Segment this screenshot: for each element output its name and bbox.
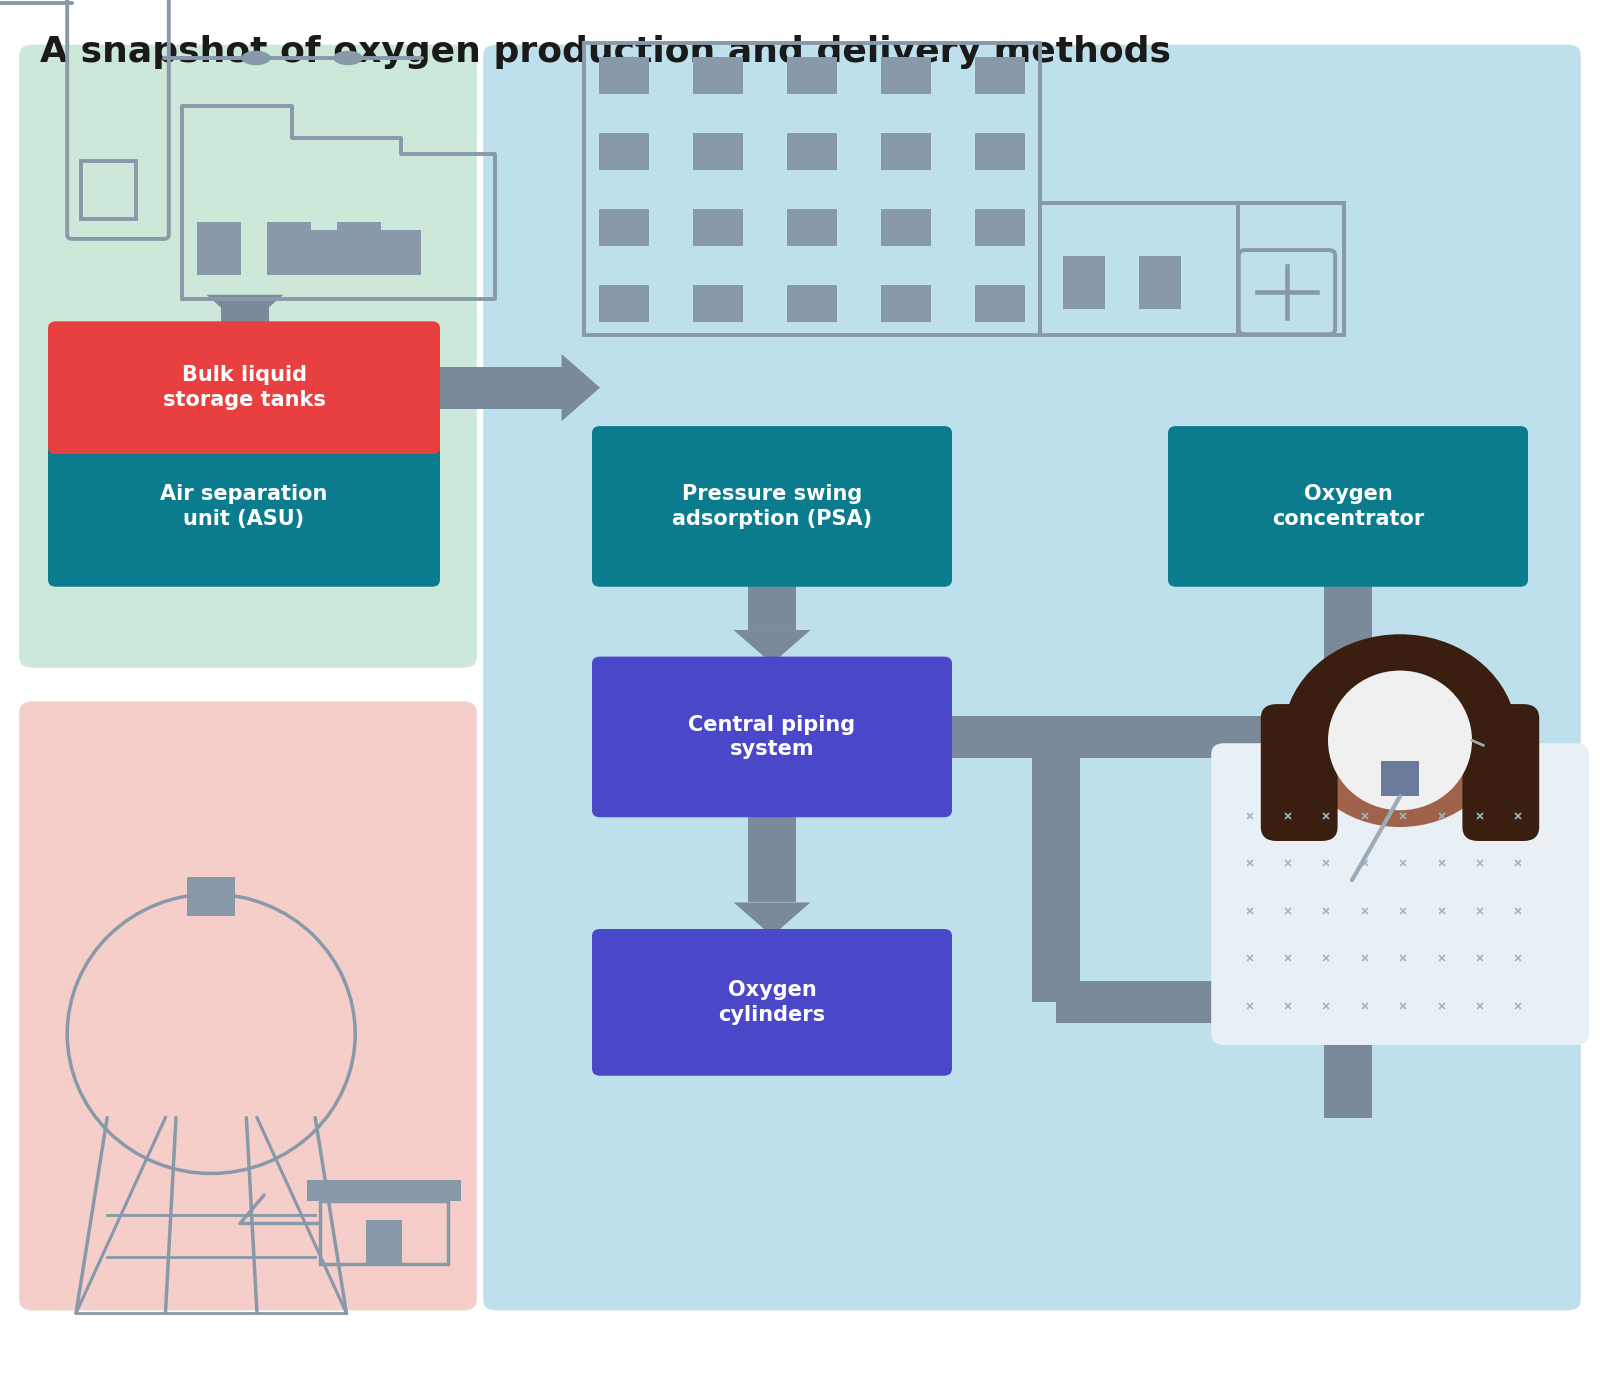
Bar — [880, 208, 931, 246]
Bar — [693, 285, 744, 323]
FancyBboxPatch shape — [19, 45, 477, 668]
Bar — [693, 133, 744, 170]
Polygon shape — [307, 1180, 461, 1201]
FancyBboxPatch shape — [1211, 743, 1589, 1045]
Bar — [787, 57, 837, 94]
Bar — [221, 295, 269, 328]
Ellipse shape — [242, 50, 270, 66]
FancyBboxPatch shape — [592, 929, 952, 1076]
Bar — [1368, 754, 1432, 803]
Circle shape — [1296, 645, 1504, 827]
Bar — [1040, 203, 1237, 335]
Ellipse shape — [1328, 671, 1472, 810]
Bar — [787, 133, 837, 170]
FancyBboxPatch shape — [48, 321, 440, 454]
Bar — [749, 810, 797, 902]
Bar — [880, 133, 931, 170]
Bar — [880, 285, 931, 323]
Bar — [974, 285, 1024, 323]
Polygon shape — [733, 902, 810, 936]
Text: Air separation
unit (ASU): Air separation unit (ASU) — [160, 483, 328, 529]
FancyBboxPatch shape — [48, 426, 440, 587]
Bar — [1062, 256, 1106, 309]
Bar — [1325, 580, 1373, 1118]
Text: A snapshot of oxygen production and delivery methods: A snapshot of oxygen production and deli… — [40, 35, 1171, 68]
Polygon shape — [733, 630, 810, 664]
Bar — [787, 285, 837, 323]
Bar — [787, 208, 837, 246]
Polygon shape — [1298, 704, 1336, 771]
Bar — [187, 877, 235, 916]
Bar — [1056, 717, 1298, 757]
FancyBboxPatch shape — [1261, 704, 1338, 841]
Bar — [432, 366, 562, 408]
FancyBboxPatch shape — [592, 657, 952, 817]
Bar — [584, 43, 1040, 335]
Bar — [307, 231, 350, 275]
Bar — [600, 285, 650, 323]
Bar — [82, 161, 136, 219]
Bar — [1139, 256, 1181, 309]
Bar — [1237, 203, 1344, 335]
Bar — [320, 1201, 448, 1264]
Bar — [267, 222, 310, 275]
Polygon shape — [562, 355, 600, 422]
Bar — [693, 57, 744, 94]
Bar — [1032, 738, 1080, 1003]
Ellipse shape — [333, 50, 363, 66]
Polygon shape — [1298, 970, 1336, 1037]
Bar — [600, 208, 650, 246]
Bar — [338, 222, 381, 275]
Bar — [376, 231, 421, 275]
Text: Pressure swing
adsorption (PSA): Pressure swing adsorption (PSA) — [672, 483, 872, 529]
Bar — [974, 208, 1024, 246]
Text: Central piping
system: Central piping system — [688, 714, 856, 760]
Bar — [197, 222, 242, 275]
Bar — [600, 57, 650, 94]
Bar — [974, 57, 1024, 94]
FancyBboxPatch shape — [1168, 426, 1528, 587]
Text: Oxygen
cylinders: Oxygen cylinders — [718, 979, 826, 1025]
Wedge shape — [1285, 634, 1515, 736]
FancyBboxPatch shape — [1462, 704, 1539, 841]
Bar — [880, 57, 931, 94]
Polygon shape — [206, 295, 283, 328]
FancyBboxPatch shape — [592, 426, 952, 587]
FancyBboxPatch shape — [19, 701, 477, 1310]
Bar — [1056, 982, 1288, 1023]
Bar — [600, 133, 650, 170]
Bar — [974, 133, 1024, 170]
Text: Bulk liquid
storage tanks: Bulk liquid storage tanks — [163, 365, 325, 411]
Bar — [749, 580, 797, 630]
Bar — [1381, 761, 1419, 796]
Bar — [693, 208, 744, 246]
Text: Oxygen
concentrator: Oxygen concentrator — [1272, 483, 1424, 529]
FancyBboxPatch shape — [483, 45, 1581, 1310]
Bar — [1056, 982, 1298, 1023]
Bar — [944, 717, 1056, 757]
Bar — [366, 1221, 402, 1264]
